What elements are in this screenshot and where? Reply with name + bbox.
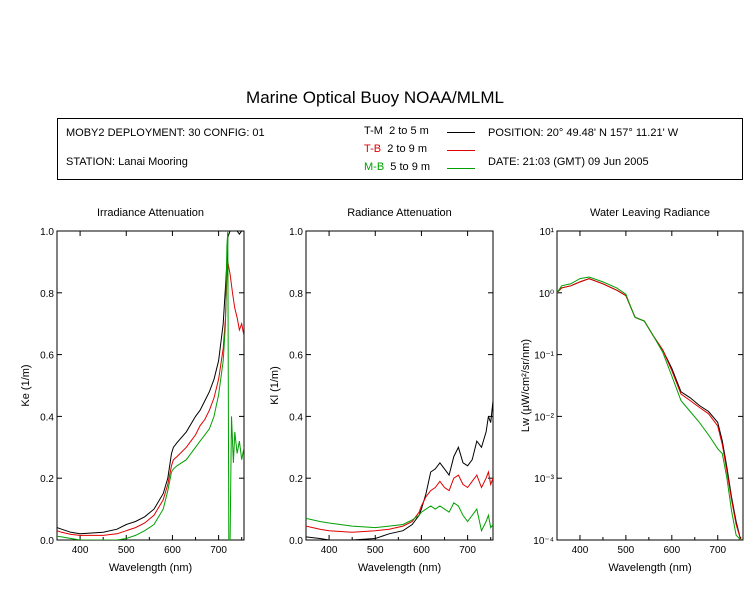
y-tick-label-1-3: 0.6	[289, 351, 303, 362]
y-tick-label-1-5: 1.0	[289, 227, 303, 238]
y-tick-label-1-1: 0.2	[289, 474, 303, 485]
x-tick-label-1-2: 600	[413, 545, 430, 556]
y-tick-label-0-5: 1.0	[40, 227, 54, 238]
y-tick-label-0-0: 0.0	[40, 536, 54, 547]
y-tick-label-0-3: 0.6	[40, 351, 54, 362]
legend-line-tm	[447, 132, 475, 133]
series-line-m-b-0	[57, 231, 244, 540]
series-line-t-b-1	[306, 470, 493, 533]
legend-item-mb: M-B 5 to 9 m	[364, 161, 430, 173]
y-tick-label-2-4: 10⁰	[539, 289, 554, 300]
y-tick-label-1-0: 0.0	[289, 536, 303, 547]
series-line-m-b-2	[557, 276, 742, 540]
x-tick-label-2-0: 400	[572, 545, 589, 556]
x-tick-label-2-1: 500	[618, 545, 635, 556]
chart-title-2: Water Leaving Radiance	[590, 207, 710, 219]
x-tick-label-1-3: 700	[459, 545, 476, 556]
x-tick-label-0-1: 500	[118, 545, 135, 556]
x-tick-label-0-2: 600	[164, 545, 181, 556]
y-tick-label-2-1: 10⁻³	[534, 474, 554, 485]
legend-range: 2 to 9 m	[387, 143, 427, 155]
y-axis-label-0: Ke (1/m)	[20, 364, 32, 406]
page-title: Marine Optical Buoy NOAA/MLML	[246, 88, 504, 107]
y-tick-label-0-2: 0.4	[40, 412, 54, 423]
series-line-t-m-0	[57, 231, 244, 535]
x-axis-label-1: Wavelength (nm)	[358, 562, 441, 574]
info-box: MOBY2 DEPLOYMENT: 30 CONFIG: 01 STATION:…	[57, 118, 743, 180]
y-tick-label-2-3: 10⁻¹	[534, 351, 554, 362]
series-line-t-m-2	[557, 278, 742, 540]
legend-item-tb: T-B 2 to 9 m	[364, 143, 427, 155]
chart-title-1: Radiance Attenuation	[347, 207, 452, 219]
x-tick-label-2-2: 600	[663, 545, 680, 556]
y-tick-label-0-1: 0.2	[40, 474, 54, 485]
y-tick-label-1-4: 0.8	[289, 289, 303, 300]
legend-range: 2 to 5 m	[389, 125, 429, 137]
legend-item-tm: T-M 2 to 5 m	[364, 125, 429, 137]
x-axis-label-0: Wavelength (nm)	[109, 562, 192, 574]
x-tick-label-0-3: 700	[210, 545, 227, 556]
deployment-text: MOBY2 DEPLOYMENT: 30 CONFIG: 01	[66, 127, 265, 139]
y-tick-label-2-0: 10⁻⁴	[533, 536, 554, 547]
series-line-m-b-1	[306, 502, 493, 533]
y-tick-label-0-4: 0.8	[40, 289, 54, 300]
plot-frame-1	[305, 230, 494, 541]
x-tick-label-0-0: 400	[72, 545, 89, 556]
y-axis-label-2: Lw (µW/cm²/sr/nm)	[520, 339, 532, 432]
y-axis-label-1: Kl (1/m)	[269, 366, 281, 405]
legend-line-mb	[447, 168, 475, 169]
x-tick-label-1-1: 500	[367, 545, 384, 556]
legend-code: T-B	[364, 143, 382, 155]
position-text: POSITION: 20° 49.48' N 157° 11.21' W	[488, 127, 679, 139]
x-tick-label-2-3: 700	[709, 545, 726, 556]
station-text: STATION: Lanai Mooring	[66, 156, 188, 168]
date-text: DATE: 21:03 (GMT) 09 Jun 2005	[488, 156, 649, 168]
legend-range: 5 to 9 m	[390, 161, 431, 173]
legend-code: M-B	[364, 161, 385, 173]
series-line-t-b-0	[57, 261, 244, 536]
y-tick-label-1-2: 0.4	[289, 412, 303, 423]
x-axis-label-2: Wavelength (nm)	[608, 562, 691, 574]
plot-frame-0	[56, 230, 245, 541]
plot-frame-2	[556, 230, 744, 541]
y-tick-label-2-5: 10¹	[540, 227, 555, 238]
x-tick-label-1-0: 400	[321, 545, 338, 556]
y-tick-label-2-2: 10⁻²	[534, 412, 554, 423]
chart-title-0: Irradiance Attenuation	[97, 207, 204, 219]
series-line-t-m-1	[306, 400, 493, 540]
series-line-t-b-2	[557, 278, 742, 540]
legend-code: T-M	[364, 125, 383, 137]
legend-line-tb	[447, 150, 475, 151]
